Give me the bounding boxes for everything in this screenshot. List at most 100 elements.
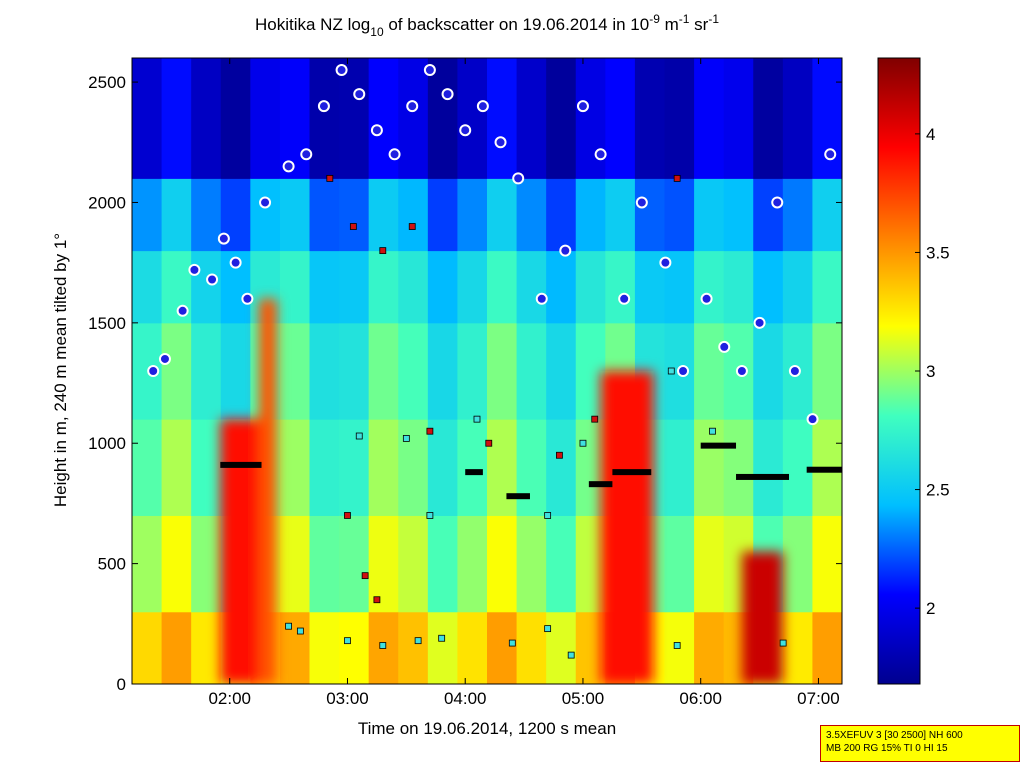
backscatter-cell (368, 419, 399, 516)
backscatter-cell (398, 322, 429, 420)
colorbar-tick-label: 2.5 (926, 481, 950, 500)
backscatter-cell (546, 178, 577, 252)
backscatter-cell (605, 250, 636, 324)
backscatter-cell (782, 178, 813, 252)
red-square-marker (591, 415, 599, 423)
backscatter-bands (132, 58, 842, 684)
backscatter-cell (250, 178, 281, 252)
cloud-base-marker (771, 196, 784, 209)
title-mid: of backscatter on 19.06.2014 in 10 (384, 15, 650, 34)
backscatter-cell (457, 419, 488, 516)
backscatter-cell (398, 58, 429, 179)
layer-segment (806, 466, 842, 473)
cloud-base-marker (459, 124, 472, 137)
aerosol-marker (567, 651, 575, 659)
backscatter-cell (368, 322, 399, 420)
cloud-base-marker (635, 196, 648, 209)
parameter-line-1: 3.5XEFUV 3 [30 2500] NH 600 (826, 730, 963, 741)
layer-segment (700, 442, 737, 449)
x-tick-label: 04:00 (444, 689, 487, 708)
y-tick-label: 1500 (88, 314, 126, 333)
cloud-base-marker (788, 365, 801, 377)
layer-segment (588, 481, 613, 488)
red-square-marker (373, 596, 381, 604)
backscatter-cell (487, 178, 518, 252)
backscatter-cell (457, 250, 488, 324)
backscatter-cell (279, 322, 310, 420)
backscatter-cell (487, 322, 518, 420)
backscatter-cell (368, 178, 399, 252)
cloud-base-marker (659, 256, 672, 269)
backscatter-cell (753, 250, 784, 324)
backscatter-cell (723, 178, 754, 252)
cloud-base-marker (206, 273, 219, 286)
backscatter-cell (694, 515, 725, 613)
cloud-base-marker (188, 263, 201, 276)
backscatter-cell (634, 178, 665, 252)
backscatter-cell (575, 58, 606, 179)
aerosol-marker (673, 642, 681, 649)
cloud-base-marker (370, 124, 383, 137)
y-tick-label: 2000 (88, 193, 126, 212)
backscatter-cell (427, 419, 458, 516)
backscatter-cell (723, 250, 754, 324)
backscatter-cell (161, 611, 192, 684)
cloud-base-marker (753, 316, 766, 329)
parameter-box: 3.5XEFUV 3 [30 2500] NH 600 MB 200 RG 15… (820, 725, 1020, 762)
backscatter-cell (309, 515, 340, 613)
plot-frame (131, 57, 843, 685)
aerosol-marker (779, 639, 787, 647)
backscatter-cell (398, 178, 429, 252)
title-superscript-1: -9 (649, 12, 660, 26)
parameter-line-2: MB 200 RG 15% TI 0 HI 15 (826, 743, 948, 754)
backscatter-cell (279, 515, 310, 613)
backscatter-cell (457, 611, 488, 684)
backscatter-cell (753, 322, 784, 420)
backscatter-cell (191, 322, 222, 420)
x-tick-label: 03:00 (326, 689, 369, 708)
backscatter-cell (487, 250, 518, 324)
aerosol-marker (473, 415, 481, 423)
backscatter-cell (339, 58, 370, 179)
y-axis: 0 500 1000 1500 2000 2500 (88, 73, 842, 694)
x-tick-label: 06:00 (679, 689, 722, 708)
backscatter-cell (427, 58, 458, 179)
backscatter-cell (309, 178, 340, 252)
layer-segment (506, 493, 530, 500)
cloud-base-marker (618, 292, 631, 305)
cloud-base-marker (512, 172, 525, 185)
backscatter-cell (279, 178, 310, 252)
title-unit-2: sr (689, 15, 708, 34)
backscatter-cell (427, 250, 458, 324)
backscatter-cell (664, 419, 695, 516)
aerosol-marker (402, 435, 410, 442)
backscatter-cell (516, 515, 547, 613)
cloud-base-marker (353, 88, 366, 101)
aerosol-marker (296, 627, 304, 635)
cloud-base-marker (217, 232, 230, 245)
backscatter-cell (220, 322, 251, 420)
backscatter-cell (753, 419, 784, 516)
backscatter-cell (487, 611, 518, 684)
backscatter-cell (457, 178, 488, 252)
aerosol-marker (579, 439, 587, 447)
colorbar-tick-label: 2 (926, 599, 935, 618)
backscatter-cell (753, 58, 784, 179)
red-square-marker (426, 427, 434, 435)
colorbar-tick-label: 4 (926, 125, 935, 144)
cloud-base-marker (735, 365, 748, 377)
backscatter-cell (279, 58, 310, 179)
cloud-base-marker (176, 304, 189, 317)
backscatter-cell (516, 178, 547, 252)
backscatter-cell (782, 250, 813, 324)
backscatter-cell (812, 58, 842, 179)
backscatter-cell (575, 250, 606, 324)
aerosol-marker (438, 634, 446, 642)
backscatter-cell (132, 58, 163, 179)
backscatter-cell (723, 58, 754, 179)
cloud-base-marker (806, 413, 819, 426)
layer-segment (612, 469, 652, 476)
backscatter-cell (309, 611, 340, 684)
backscatter-cell (546, 419, 577, 516)
